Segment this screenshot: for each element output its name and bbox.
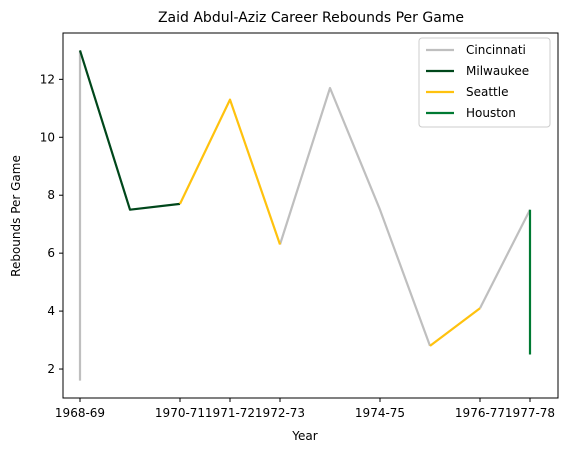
y-tick-label: 8 bbox=[47, 188, 55, 202]
plot-frame bbox=[62, 32, 559, 399]
series-cincinnati-segment-2 bbox=[479, 209, 531, 309]
series-layer bbox=[78, 50, 532, 381]
legend-label-cincinnati: Cincinnati bbox=[466, 43, 526, 57]
x-tick-label: 1977-78 bbox=[505, 406, 555, 420]
y-tick-label: 2 bbox=[47, 362, 55, 376]
x-axis-label: Year bbox=[291, 429, 317, 443]
series-seattle-segment-1 bbox=[429, 307, 481, 347]
legend-label-seattle: Seattle bbox=[466, 85, 508, 99]
y-tick-label: 10 bbox=[40, 130, 55, 144]
series-cincinnati-segment-1 bbox=[278, 86, 432, 347]
x-axis: 1968-69 1970-71 1971-72 1972-73 1974-75 1976-… bbox=[55, 398, 555, 420]
x-tick-label: 1968-69 bbox=[55, 406, 105, 420]
y-axis-label: Rebounds Per Game bbox=[9, 155, 23, 277]
x-tick-label: 1972-73 bbox=[255, 406, 305, 420]
x-tick-label: 1974-75 bbox=[355, 406, 405, 420]
legend: Cincinnati Milwaukee Seattle Houston bbox=[418, 37, 551, 128]
y-tick-label: 4 bbox=[47, 304, 55, 318]
series-milwaukee-segment-0 bbox=[78, 50, 181, 211]
chart-title: Zaid Abdul-Aziz Career Rebounds Per Game bbox=[158, 10, 464, 26]
x-tick-label: 1971-72 bbox=[205, 406, 255, 420]
y-axis: 2 4 6 8 10 12 bbox=[40, 72, 63, 376]
legend-label-milwaukee: Milwaukee bbox=[466, 64, 529, 78]
y-tick-label: 12 bbox=[40, 72, 55, 86]
legend-label-houston: Houston bbox=[466, 106, 516, 120]
x-tick-label: 1976-77 bbox=[455, 406, 505, 420]
y-tick-label: 6 bbox=[47, 246, 55, 260]
legend-frame bbox=[418, 37, 551, 128]
series-seattle-segment-0 bbox=[179, 98, 282, 245]
x-tick-label: 1970-71 bbox=[155, 406, 205, 420]
